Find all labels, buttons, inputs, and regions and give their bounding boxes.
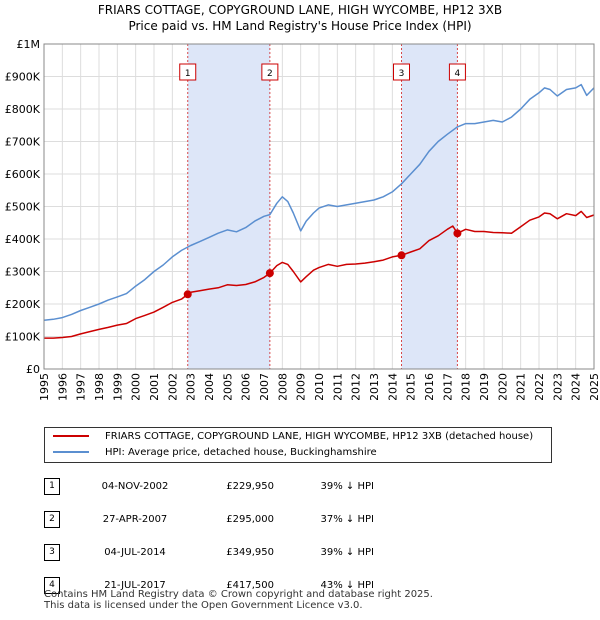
x-tick-label: 2000 bbox=[130, 373, 143, 400]
footer: Contains HM Land Registry data © Crown c… bbox=[44, 589, 433, 611]
marker-box bbox=[448, 63, 466, 81]
legend: FRIARS COTTAGE, COPYGROUND LANE, HIGH WY… bbox=[44, 427, 552, 463]
x-tick-label: 2016 bbox=[423, 373, 436, 400]
sale-price: £417,500 bbox=[226, 580, 274, 591]
sale-markers: 1 2 3 4 bbox=[179, 63, 466, 299]
x-tick-label: 2018 bbox=[460, 373, 473, 400]
table-row: 3 04-JUL-2014 £349,950 39% ↓ HPI bbox=[44, 536, 374, 569]
x-tick-label: 2006 bbox=[240, 373, 253, 400]
table-row: 2 27-APR-2007 £295,000 37% ↓ HPI bbox=[44, 503, 374, 536]
x-tick-label: 2001 bbox=[148, 373, 161, 400]
sale-date: 21-JUL-2017 bbox=[104, 580, 166, 591]
y-tick-label: £100K bbox=[5, 331, 41, 344]
footer-licence: This data is licensed under the Open Gov… bbox=[44, 600, 363, 611]
sale-point bbox=[397, 251, 406, 260]
x-tick-label: 2014 bbox=[386, 373, 399, 400]
x-tick-label: 2020 bbox=[496, 373, 509, 400]
table-row: 4 21-JUL-2017 £417,500 43% ↓ HPI bbox=[44, 569, 374, 602]
sale-hpi-diff: 39% ↓ HPI bbox=[320, 547, 374, 558]
x-tick-label: 2022 bbox=[533, 373, 546, 400]
series-lines bbox=[43, 83, 595, 339]
sale-date: 27-APR-2007 bbox=[102, 514, 168, 525]
x-tick-label: 2008 bbox=[276, 373, 289, 400]
x-tick-label: 2010 bbox=[313, 373, 326, 400]
y-tick-label: £500K bbox=[5, 201, 41, 214]
x-tick-label: 1995 bbox=[38, 373, 51, 400]
sale-hpi-diff: 39% ↓ HPI bbox=[320, 481, 374, 492]
sale-hpi-diff: 43% ↓ HPI bbox=[320, 580, 374, 591]
sale-hpi-diff: 37% ↓ HPI bbox=[320, 514, 374, 525]
x-tick-label: 2021 bbox=[515, 373, 528, 400]
sale-number: 2 bbox=[44, 511, 60, 528]
x-tick-label: 2004 bbox=[203, 373, 216, 400]
marker-label: 2 bbox=[267, 69, 273, 79]
marker-label: 3 bbox=[399, 69, 405, 79]
sale-number: 3 bbox=[44, 544, 60, 561]
marker-label: 1 bbox=[185, 69, 191, 79]
y-tick-label: £700K bbox=[5, 136, 41, 149]
legend-property-label: FRIARS COTTAGE, COPYGROUND LANE, HIGH WY… bbox=[105, 431, 534, 442]
chart-title: FRIARS COTTAGE, COPYGROUND LANE, HIGH WY… bbox=[97, 3, 503, 17]
x-tick-label: 1997 bbox=[75, 373, 88, 400]
price-chart: 1995 1996 1997 1998 1999 2000 2001 2002 2003 2004… bbox=[5, 38, 600, 400]
sale-price: £295,000 bbox=[226, 514, 274, 525]
y-tick-label: £600K bbox=[5, 168, 41, 181]
legend-hpi-label: HPI: Average price, detached house, Buck… bbox=[105, 447, 377, 458]
x-tick-label: 2005 bbox=[221, 373, 234, 400]
x-axis: 1995 1996 1997 1998 1999 2000 2001 2002 2003 2004… bbox=[38, 373, 600, 400]
x-tick-label: 2013 bbox=[368, 373, 381, 400]
marker-box bbox=[179, 63, 197, 81]
sale-price: £349,950 bbox=[226, 547, 274, 558]
x-tick-label: 2017 bbox=[441, 373, 454, 400]
legend-item-hpi: HPI: Average price, detached house, Buck… bbox=[53, 445, 377, 461]
sale-point bbox=[265, 269, 274, 278]
x-tick-label: 1998 bbox=[93, 373, 106, 400]
y-tick-label: £800K bbox=[5, 103, 41, 116]
sales-table: 1 04-NOV-2002 £229,950 39% ↓ HPI 2 27-AP… bbox=[44, 470, 374, 602]
y-tick-label: £1M bbox=[17, 38, 41, 51]
sale-point bbox=[453, 229, 462, 238]
x-tick-label: 2011 bbox=[331, 373, 344, 400]
footer-copyright: Contains HM Land Registry data © Crown c… bbox=[44, 589, 433, 600]
x-tick-label: 2025 bbox=[588, 373, 600, 400]
table-row: 1 04-NOV-2002 £229,950 39% ↓ HPI bbox=[44, 470, 374, 503]
legend-hpi-swatch bbox=[53, 451, 89, 453]
hpi-line bbox=[43, 83, 595, 322]
x-tick-label: 2024 bbox=[570, 373, 583, 400]
x-tick-label: 1999 bbox=[111, 373, 124, 400]
y-tick-label: £300K bbox=[5, 266, 41, 279]
sale-date: 04-JUL-2014 bbox=[104, 547, 166, 558]
marker-box bbox=[261, 63, 279, 81]
y-tick-label: £900K bbox=[5, 71, 41, 84]
shaded-range bbox=[187, 44, 270, 369]
y-tick-label: £0 bbox=[26, 363, 40, 376]
x-tick-label: 2007 bbox=[258, 373, 271, 400]
y-tick-label: £200K bbox=[5, 298, 41, 311]
x-tick-label: 2023 bbox=[551, 373, 564, 400]
x-tick-label: 2003 bbox=[185, 373, 198, 400]
x-tick-label: 2002 bbox=[166, 373, 179, 400]
sale-point bbox=[183, 290, 192, 299]
chart-subtitle: Price paid vs. HM Land Registry's House … bbox=[128, 19, 472, 33]
sale-price: £229,950 bbox=[226, 481, 274, 492]
marker-label: 4 bbox=[455, 69, 461, 79]
x-tick-label: 2009 bbox=[295, 373, 308, 400]
marker-box bbox=[393, 63, 410, 81]
plot-frame bbox=[43, 43, 595, 370]
y-tick-label: £400K bbox=[5, 233, 41, 246]
sale-number: 1 bbox=[44, 478, 60, 495]
sale-date: 04-NOV-2002 bbox=[101, 481, 169, 492]
x-tick-label: 2015 bbox=[405, 373, 418, 400]
y-axis: £0 £100K £200K £300K £400K £500K £600K £700K £80… bbox=[5, 38, 41, 376]
shaded-range bbox=[401, 44, 458, 369]
x-tick-label: 1996 bbox=[56, 373, 69, 400]
property-price-line bbox=[44, 210, 595, 339]
legend-property-swatch bbox=[53, 435, 89, 437]
legend-item-property: FRIARS COTTAGE, COPYGROUND LANE, HIGH WY… bbox=[53, 429, 533, 445]
grid bbox=[43, 43, 595, 370]
x-tick-label: 2019 bbox=[478, 373, 491, 400]
sale-number: 4 bbox=[44, 577, 60, 594]
x-tick-label: 2012 bbox=[350, 373, 363, 400]
shaded-ranges bbox=[187, 44, 458, 369]
